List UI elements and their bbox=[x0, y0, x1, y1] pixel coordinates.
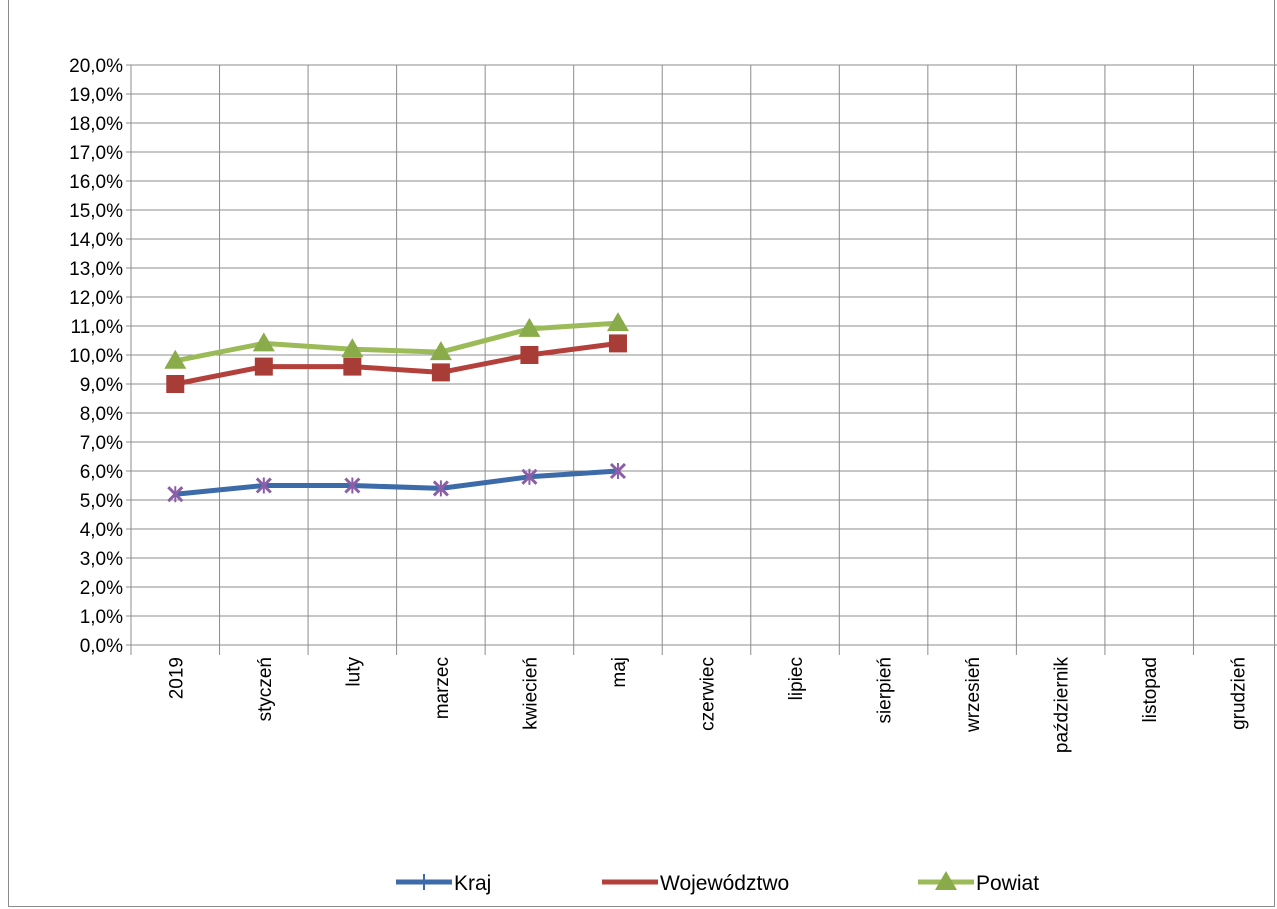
legend-label: Powiat bbox=[976, 872, 1039, 895]
x-tick-label: lipiec bbox=[786, 657, 807, 700]
y-axis-ticks: 0,0% 1,0% 2,0% 3,0% 4,0% 5,0% 6,0% 7,0% 8,0% 9,0%… bbox=[69, 56, 123, 657]
data-point-square bbox=[431, 363, 450, 382]
y-tick-label: 3,0% bbox=[80, 549, 123, 570]
data-point-x bbox=[432, 480, 449, 497]
y-tick-label: 19,0% bbox=[69, 85, 123, 106]
x-tick-label: listopad bbox=[1140, 657, 1161, 723]
series-kraj bbox=[167, 462, 627, 503]
data-point-x bbox=[521, 468, 538, 485]
axes bbox=[126, 64, 1277, 655]
series-line bbox=[174, 340, 619, 387]
data-point-triangle bbox=[606, 312, 629, 332]
y-tick-label: 10,0% bbox=[69, 346, 123, 367]
y-tick-label: 18,0% bbox=[69, 114, 123, 135]
series-line bbox=[174, 320, 619, 364]
grid bbox=[131, 64, 1277, 655]
y-tick-label: 7,0% bbox=[80, 433, 123, 454]
data-point-x bbox=[167, 486, 184, 503]
y-tick-label: 14,0% bbox=[69, 230, 123, 251]
data-point-x bbox=[344, 477, 361, 494]
x-tick-label: marzec bbox=[432, 657, 453, 719]
y-tick-label: 13,0% bbox=[69, 259, 123, 280]
y-tick-label: 16,0% bbox=[69, 172, 123, 193]
chart-frame bbox=[8, 0, 1275, 907]
legend-item-powiat: Powiat bbox=[918, 871, 1039, 895]
y-tick-label: 5,0% bbox=[80, 491, 123, 512]
x-tick-label: kwiecień bbox=[520, 657, 541, 730]
x-tick-label: październik bbox=[1052, 657, 1073, 754]
series-województwo bbox=[166, 334, 627, 393]
y-tick-label: 15,0% bbox=[69, 201, 123, 222]
data-point-square bbox=[343, 357, 362, 376]
legend-label: Kraj bbox=[454, 872, 491, 895]
x-tick-label: wrzesień bbox=[963, 657, 984, 733]
y-tick-label: 1,0% bbox=[80, 607, 123, 628]
x-tick-label: czerwiec bbox=[698, 657, 719, 731]
y-tick-label: 20,0% bbox=[69, 56, 123, 77]
x-tick-label: luty bbox=[343, 657, 364, 687]
y-tick-label: 12,0% bbox=[69, 288, 123, 309]
data-point-square bbox=[608, 334, 627, 353]
data-point-triangle bbox=[164, 349, 187, 369]
data-point-square bbox=[254, 357, 273, 376]
y-tick-label: 2,0% bbox=[80, 578, 123, 599]
data-point-triangle bbox=[429, 341, 452, 361]
data-point-square bbox=[166, 375, 185, 393]
data-point-triangle bbox=[518, 317, 541, 337]
y-tick-label: 4,0% bbox=[80, 520, 123, 541]
y-tick-label: 8,0% bbox=[80, 404, 123, 425]
x-tick-label: grudzień bbox=[1229, 657, 1250, 730]
series bbox=[164, 312, 629, 503]
x-axis-ticks: 2019 styczeń luty marzec kwiecień maj czerwiec… bbox=[166, 657, 1249, 754]
y-tick-label: 11,0% bbox=[71, 317, 124, 338]
data-point-triangle bbox=[252, 332, 275, 352]
data-point-square bbox=[520, 346, 539, 364]
legend-item-kraj: Kraj bbox=[396, 872, 491, 895]
y-tick-label: 6,0% bbox=[80, 462, 123, 483]
y-tick-label: 0,0% bbox=[80, 636, 123, 657]
data-point-triangle bbox=[341, 338, 364, 358]
x-tick-label: maj bbox=[609, 657, 630, 688]
x-tick-label: styczeń bbox=[255, 657, 276, 721]
legend-label: Województwo bbox=[660, 872, 789, 895]
legend: Kraj Województwo Powiat bbox=[396, 871, 1039, 895]
data-point-x bbox=[255, 477, 272, 494]
data-point-triangle bbox=[935, 871, 957, 890]
series-powiat bbox=[164, 312, 629, 369]
y-tick-label: 9,0% bbox=[80, 375, 123, 396]
x-tick-label: sierpień bbox=[875, 657, 896, 724]
legend-item-województwo: Województwo bbox=[602, 872, 789, 895]
series-line bbox=[175, 468, 619, 497]
data-point-x bbox=[609, 462, 627, 480]
y-tick-label: 17,0% bbox=[69, 143, 123, 164]
x-tick-label: 2019 bbox=[166, 657, 187, 699]
